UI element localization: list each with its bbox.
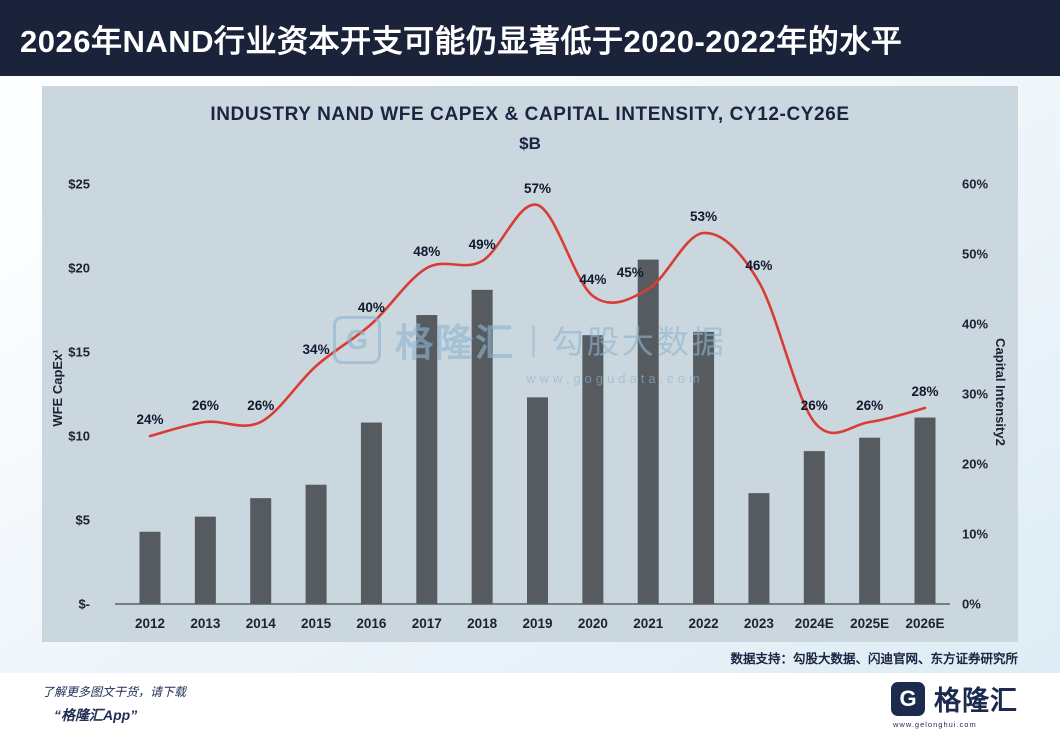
intensity-label-2022: 53% xyxy=(690,209,717,224)
footer: 了解更多图文干货，请下载 “格隆汇App” G 格隆汇 www.gelonghu… xyxy=(0,673,1060,735)
gelonghui-logo-url: www.gelonghui.com xyxy=(893,720,977,729)
chart-subtitle: $B xyxy=(519,134,541,153)
x-axis-label: 2014 xyxy=(246,616,277,631)
right-axis-tick: 10% xyxy=(962,527,988,542)
chart-panel: INDUSTRY NAND WFE CAPEX & CAPITAL INTENS… xyxy=(42,86,1018,642)
capex-bar-2016 xyxy=(360,422,382,604)
intensity-label-2014: 26% xyxy=(247,398,274,413)
x-axis-label: 2021 xyxy=(633,616,664,631)
left-axis-tick: $25 xyxy=(68,177,90,192)
intensity-label-2025E: 26% xyxy=(856,398,883,413)
left-axis-tick: $10 xyxy=(68,429,90,444)
intensity-label-2021: 45% xyxy=(617,265,644,280)
right-axis-tick: 60% xyxy=(962,177,988,192)
intensity-label-2016: 40% xyxy=(358,300,385,315)
capex-bar-2024E xyxy=(803,451,825,604)
capex-bar-2015 xyxy=(305,484,327,604)
intensity-label-2017: 48% xyxy=(413,244,440,259)
x-axis-label: 2023 xyxy=(744,616,775,631)
intensity-label-2020: 44% xyxy=(579,272,606,287)
capex-bar-2022 xyxy=(693,331,715,604)
gelonghui-logo-icon: G xyxy=(891,681,925,716)
intensity-label-2026E: 28% xyxy=(911,384,938,399)
intensity-label-2012: 24% xyxy=(136,412,163,427)
capex-bar-2014 xyxy=(250,498,272,604)
x-axis-label: 2025E xyxy=(850,616,889,631)
capex-bar-2023 xyxy=(748,493,770,604)
capex-bar-2018 xyxy=(471,289,493,604)
gelonghui-logo-text: 格隆汇 xyxy=(934,686,1018,716)
data-source-note: 数据支持：勾股大数据、闪迪官网、东方证券研究所 xyxy=(730,652,1018,666)
right-axis-tick: 50% xyxy=(962,247,988,262)
banner: 2026年NAND行业资本开支可能仍显著低于2020-2022年的水平 xyxy=(0,0,1060,76)
x-axis-label: 2015 xyxy=(301,616,332,631)
capex-bar-2025E xyxy=(859,437,881,604)
intensity-label-2019: 57% xyxy=(524,181,551,196)
footer-promo-line1: 了解更多图文干货，请下载 xyxy=(42,685,187,699)
right-axis-tick: 0% xyxy=(962,597,981,612)
x-axis-label: 2018 xyxy=(467,616,498,631)
left-axis-tick: $15 xyxy=(68,345,90,360)
capex-bar-2019 xyxy=(527,397,548,604)
x-axis-label: 2026E xyxy=(905,616,944,631)
footer-promo: 了解更多图文干货，请下载 “格隆汇App” xyxy=(42,683,186,725)
right-axis-tick: 20% xyxy=(962,457,988,472)
capital-intensity-line xyxy=(148,203,927,438)
capex-bar-2021 xyxy=(637,259,659,604)
right-axis-tick: 40% xyxy=(962,317,988,332)
page-title: 2026年NAND行业资本开支可能仍显著低于2020-2022年的水平 xyxy=(20,23,903,59)
x-axis-label: 2019 xyxy=(522,616,552,631)
left-axis-tick: $20 xyxy=(68,261,90,276)
capex-bar-2012 xyxy=(139,531,161,604)
intensity-label-2018: 49% xyxy=(469,237,496,252)
left-axis-tick: $5 xyxy=(76,513,90,528)
intensity-label-2013: 26% xyxy=(192,398,219,413)
x-axis-label: 2024E xyxy=(795,616,834,631)
x-axis-label: 2020 xyxy=(578,616,608,631)
left-axis-tick: $- xyxy=(78,597,90,612)
chart-title: INDUSTRY NAND WFE CAPEX & CAPITAL INTENS… xyxy=(210,104,850,125)
x-axis-label: 2017 xyxy=(412,616,442,631)
x-axis-label: 2022 xyxy=(689,616,719,631)
footer-promo-line2: “格隆汇App” xyxy=(54,707,138,723)
intensity-label-2015: 34% xyxy=(303,342,330,357)
x-axis-label: 2013 xyxy=(190,616,221,631)
x-axis-label: 2016 xyxy=(356,616,387,631)
gelonghui-logo: G 格隆汇 www.gelonghui.com xyxy=(891,679,1018,729)
intensity-label-2023: 46% xyxy=(745,258,772,273)
capex-bar-2020 xyxy=(582,335,604,604)
capex-intensity-chart: $25 $20 $15 $10 $5 $- 60% 50% 40% 30% 20% 10% 0% 2012… xyxy=(68,177,988,632)
right-axis-tick: 30% xyxy=(962,387,988,402)
intensity-label-2024E: 26% xyxy=(801,398,828,413)
gelonghui-logo-row: G 格隆汇 xyxy=(891,679,1018,718)
capex-bar-2017 xyxy=(416,315,438,604)
x-axis-label: 2012 xyxy=(135,616,165,631)
capex-bar-2026E xyxy=(914,417,936,604)
capex-bar-2013 xyxy=(194,516,216,604)
